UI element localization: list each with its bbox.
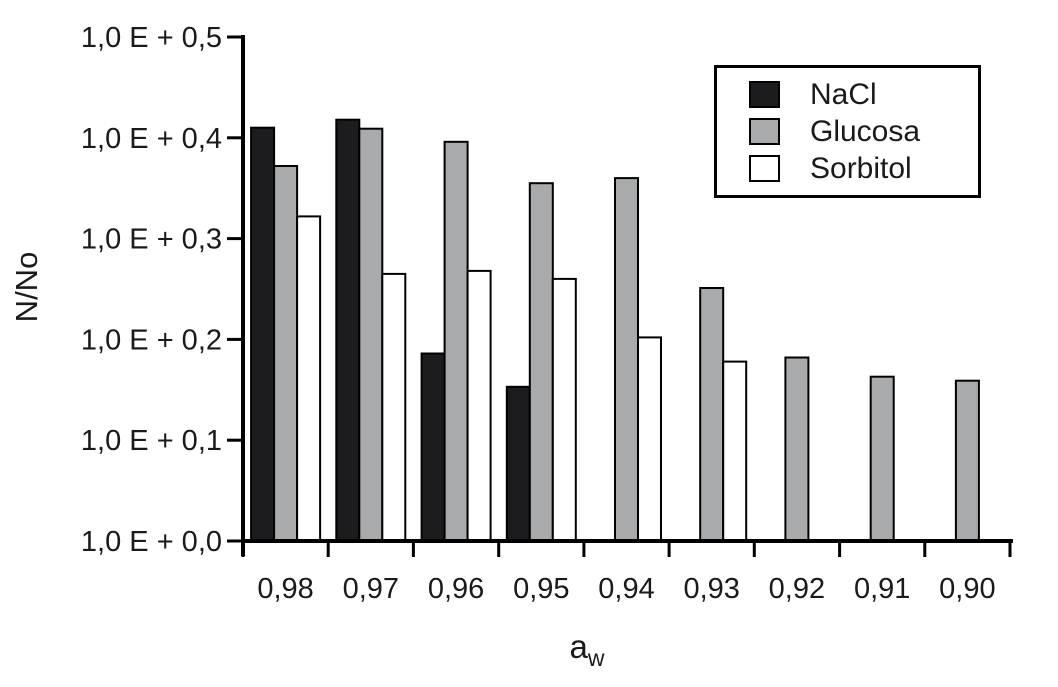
- legend-label-glucosa: Glucosa: [810, 114, 921, 148]
- x-axis-title-sub: w: [587, 644, 605, 671]
- legend-label-nacl: NaCl: [810, 77, 877, 111]
- bar-nacl-0-95: [505, 385, 531, 542]
- x-tick-label-0-94: 0,94: [598, 573, 654, 605]
- y-tick-label-0-4: 1,0 E + 0,4: [81, 123, 222, 155]
- x-tick-label-0-90: 0,90: [939, 573, 995, 605]
- bar-sorbitol-0-98: [296, 215, 322, 542]
- x-tick-label-0-97: 0,97: [343, 573, 399, 605]
- y-axis-title: N/No: [9, 251, 44, 323]
- legend-item-sorbitol: Sorbitol: [749, 150, 978, 187]
- bar-glucosa-0-96: [443, 140, 469, 543]
- legend-label-sorbitol: Sorbitol: [810, 151, 912, 185]
- legend-swatch-nacl: [749, 81, 780, 108]
- bar-sorbitol-0-93: [722, 360, 748, 542]
- x-axis-title-base: a: [569, 628, 588, 666]
- x-tick-label-0-98: 0,98: [257, 573, 313, 605]
- legend-swatch-glucosa: [749, 118, 780, 145]
- bar-glucosa-0-94: [614, 177, 639, 542]
- legend-item-glucosa: Glucosa: [749, 113, 978, 150]
- bar-nacl-0-98: [250, 126, 276, 542]
- y-tick-label-0-3: 1,0 E + 0,3: [81, 224, 222, 256]
- bar-sorbitol-0-97: [381, 272, 407, 542]
- bar-glucosa-0-91: [869, 375, 895, 543]
- bar-sorbitol-0-96: [466, 269, 492, 542]
- y-tick-label-0-1: 1,0 E + 0,1: [81, 425, 222, 457]
- legend-item-nacl: NaCl: [749, 76, 978, 113]
- bar-sorbitol-0-94: [637, 336, 662, 542]
- bar-nacl-0-97: [335, 118, 361, 542]
- y-tick-label-0: 1,0 E + 0,0: [81, 526, 222, 558]
- bar-sorbitol-0-95: [551, 277, 577, 542]
- x-axis-title: aw: [570, 628, 605, 672]
- legend: NaCl Glucosa Sorbitol: [714, 65, 981, 198]
- legend-swatch-sorbitol: [749, 155, 780, 182]
- x-tick-label-0-93: 0,93: [683, 573, 739, 605]
- bar-glucosa-0-93: [699, 287, 725, 542]
- bar-nacl-0-96: [420, 352, 446, 542]
- x-tick-label-0-92: 0,92: [769, 573, 825, 605]
- x-tick-label-0-95: 0,95: [513, 573, 569, 605]
- x-tick-label-0-91: 0,91: [854, 573, 910, 605]
- y-tick-label-0-2: 1,0 E + 0,2: [81, 324, 222, 356]
- bar-glucosa-0-95: [528, 182, 554, 542]
- bar-glucosa-0-92: [784, 356, 810, 542]
- bar-glucosa-0-98: [273, 165, 299, 542]
- y-tick-label-0-5: 1,0 E + 0,5: [81, 22, 222, 54]
- bar-glucosa-0-90: [954, 379, 980, 543]
- x-tick-label-0-96: 0,96: [428, 573, 484, 605]
- bar-glucosa-0-97: [358, 127, 384, 542]
